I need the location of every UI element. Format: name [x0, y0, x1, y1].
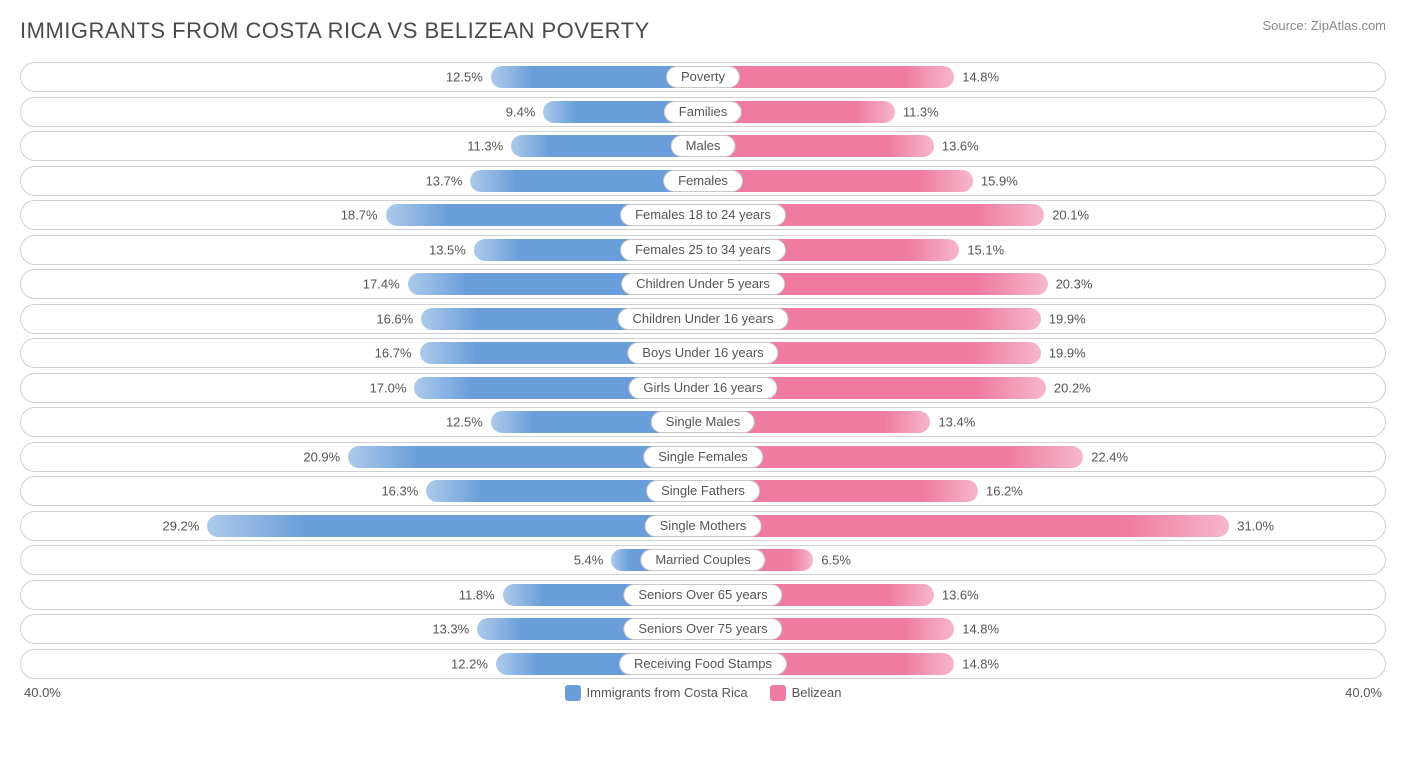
chart-container: IMMIGRANTS FROM COSTA RICA VS BELIZEAN P…: [0, 0, 1406, 758]
value-label-right: 20.2%: [1054, 380, 1091, 395]
chart-row: 17.4% 20.3% Children Under 5 years: [20, 269, 1386, 299]
value-label-left: 12.5%: [446, 415, 483, 430]
value-label-left: 12.5%: [446, 70, 483, 85]
value-label-right: 15.1%: [967, 242, 1004, 257]
value-label-right: 6.5%: [821, 553, 851, 568]
legend-label-left: Immigrants from Costa Rica: [587, 685, 748, 700]
value-label-right: 14.8%: [962, 656, 999, 671]
value-label-right: 13.4%: [938, 415, 975, 430]
bar-right: [703, 170, 973, 192]
value-label-left: 5.4%: [574, 553, 604, 568]
chart-row: 18.7% 20.1% Females 18 to 24 years: [20, 200, 1386, 230]
value-label-right: 14.8%: [962, 622, 999, 637]
value-label-left: 12.2%: [451, 656, 488, 671]
axis-max-right: 40.0%: [1345, 685, 1382, 700]
value-label-right: 31.0%: [1237, 518, 1274, 533]
bar-right: [703, 135, 934, 157]
chart-row: 16.3% 16.2% Single Fathers: [20, 476, 1386, 506]
value-label-left: 9.4%: [506, 104, 536, 119]
legend-label-right: Belizean: [792, 685, 842, 700]
legend-swatch-right: [770, 685, 786, 701]
chart-row: 17.0% 20.2% Girls Under 16 years: [20, 373, 1386, 403]
category-label: Boys Under 16 years: [627, 342, 778, 364]
category-label: Females: [663, 170, 743, 192]
value-label-left: 29.2%: [162, 518, 199, 533]
value-label-right: 16.2%: [986, 484, 1023, 499]
chart-row: 9.4% 11.3% Families: [20, 97, 1386, 127]
chart-row: 12.5% 14.8% Poverty: [20, 62, 1386, 92]
category-label: Seniors Over 75 years: [623, 618, 782, 640]
axis-max-left: 40.0%: [24, 685, 61, 700]
category-label: Single Mothers: [645, 515, 762, 537]
chart-row: 12.2% 14.8% Receiving Food Stamps: [20, 649, 1386, 679]
category-label: Seniors Over 65 years: [623, 584, 782, 606]
category-label: Females 25 to 34 years: [620, 239, 786, 261]
value-label-left: 13.3%: [432, 622, 469, 637]
chart-row: 13.3% 14.8% Seniors Over 75 years: [20, 614, 1386, 644]
legend: Immigrants from Costa Rica Belizean: [565, 685, 842, 701]
value-label-right: 20.3%: [1056, 277, 1093, 292]
chart-row: 5.4% 6.5% Married Couples: [20, 545, 1386, 575]
category-label: Children Under 16 years: [618, 308, 789, 330]
value-label-right: 13.6%: [942, 587, 979, 602]
chart-title: IMMIGRANTS FROM COSTA RICA VS BELIZEAN P…: [20, 18, 650, 44]
chart-row: 20.9% 22.4% Single Females: [20, 442, 1386, 472]
chart-row: 16.7% 19.9% Boys Under 16 years: [20, 338, 1386, 368]
bar-left: [207, 515, 703, 537]
value-label-left: 18.7%: [341, 208, 378, 223]
chart-area: 12.5%14.8%Poverty9.4%11.3%Families11.3%1…: [20, 62, 1386, 679]
chart-row: 16.6% 19.9% Children Under 16 years: [20, 304, 1386, 334]
value-label-left: 20.9%: [303, 449, 340, 464]
category-label: Receiving Food Stamps: [619, 653, 787, 675]
chart-row: 29.2% 31.0% Single Mothers: [20, 511, 1386, 541]
source-attribution: Source: ZipAtlas.com: [1262, 18, 1386, 33]
value-label-left: 11.8%: [459, 587, 495, 602]
chart-row: 11.8% 13.6% Seniors Over 65 years: [20, 580, 1386, 610]
value-label-left: 13.5%: [429, 242, 466, 257]
category-label: Families: [664, 101, 742, 123]
value-label-right: 22.4%: [1091, 449, 1128, 464]
value-label-right: 13.6%: [942, 139, 979, 154]
category-label: Girls Under 16 years: [628, 377, 777, 399]
value-label-right: 11.3%: [903, 104, 939, 119]
chart-row: 11.3% 13.6% Males: [20, 131, 1386, 161]
category-label: Single Females: [643, 446, 763, 468]
chart-row: 12.5% 13.4% Single Males: [20, 407, 1386, 437]
legend-item-right: Belizean: [770, 685, 842, 701]
value-label-right: 19.9%: [1049, 346, 1086, 361]
value-label-left: 16.3%: [381, 484, 418, 499]
category-label: Single Fathers: [646, 480, 760, 502]
chart-row: 13.5% 15.1% Females 25 to 34 years: [20, 235, 1386, 265]
category-label: Males: [671, 135, 736, 157]
category-label: Married Couples: [640, 549, 765, 571]
chart-footer: 40.0% Immigrants from Costa Rica Belizea…: [20, 685, 1386, 701]
value-label-left: 11.3%: [467, 139, 503, 154]
value-label-left: 17.4%: [363, 277, 400, 292]
bar-right: [703, 515, 1229, 537]
value-label-left: 16.6%: [376, 311, 413, 326]
category-label: Single Males: [651, 411, 755, 433]
category-label: Females 18 to 24 years: [620, 204, 786, 226]
value-label-right: 19.9%: [1049, 311, 1086, 326]
category-label: Poverty: [666, 66, 740, 88]
value-label-right: 20.1%: [1052, 208, 1089, 223]
bar-right: [703, 66, 954, 88]
header: IMMIGRANTS FROM COSTA RICA VS BELIZEAN P…: [20, 18, 1386, 44]
category-label: Children Under 5 years: [621, 273, 785, 295]
value-label-right: 14.8%: [962, 70, 999, 85]
chart-row: 13.7% 15.9% Females: [20, 166, 1386, 196]
value-label-left: 16.7%: [375, 346, 412, 361]
value-label-left: 17.0%: [370, 380, 407, 395]
value-label-left: 13.7%: [426, 173, 463, 188]
legend-item-left: Immigrants from Costa Rica: [565, 685, 748, 701]
value-label-right: 15.9%: [981, 173, 1018, 188]
legend-swatch-left: [565, 685, 581, 701]
